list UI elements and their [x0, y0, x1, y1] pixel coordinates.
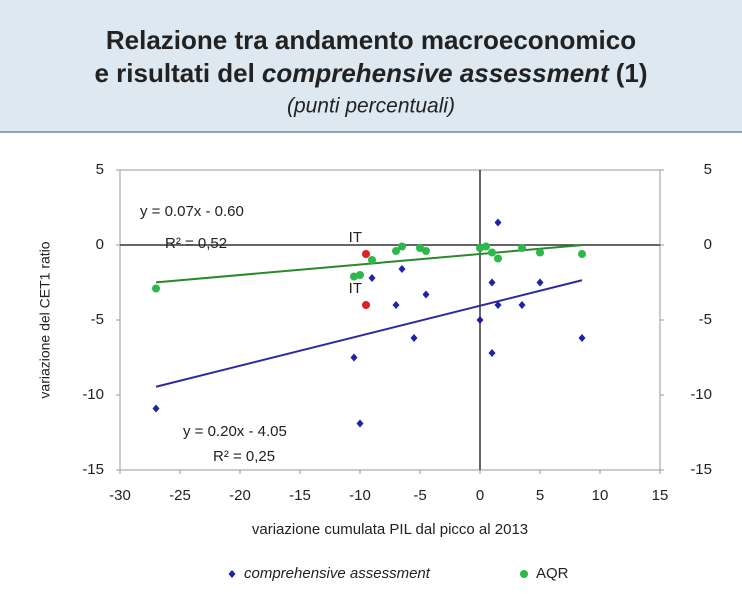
chart-title: e risultati del comprehensive assessment(…	[94, 58, 647, 88]
point	[494, 301, 502, 309]
point	[476, 244, 484, 252]
plot-frame	[119, 169, 661, 471]
x-tick-label: -30	[109, 487, 131, 504]
point	[494, 254, 502, 263]
y2-tick-label: -5	[699, 311, 712, 328]
point	[518, 244, 526, 252]
point	[356, 419, 364, 428]
y2-tick-label: -10	[690, 386, 712, 403]
point	[368, 274, 376, 282]
trend-r2: R² = 0,52	[165, 235, 227, 252]
point	[152, 404, 160, 413]
chart-title: Relazione tra andamento macroeconomico	[106, 25, 636, 55]
point	[578, 334, 586, 342]
x-tick-label: 15	[652, 487, 669, 504]
trendline	[155, 244, 583, 284]
point	[398, 242, 406, 251]
point	[350, 353, 358, 362]
y2-tick-label: -15	[690, 461, 712, 478]
point	[494, 218, 502, 227]
point	[398, 265, 406, 273]
point	[482, 242, 490, 251]
x-tick-label: 0	[476, 487, 484, 504]
highlight-label: IT	[349, 229, 362, 246]
legend-marker	[228, 570, 236, 578]
x-tick-label: -10	[349, 487, 371, 504]
y-tick-label: -5	[91, 311, 104, 328]
point	[368, 256, 376, 264]
trend-equation: y = 0.07x - 0.60	[140, 203, 244, 220]
point	[152, 284, 160, 293]
header-background	[0, 0, 742, 132]
x-tick-label: -20	[229, 487, 251, 504]
x-axis-label: variazione cumulata PIL dal picco al 201…	[252, 521, 528, 538]
point	[350, 272, 358, 281]
trend-equation: y = 0.20x - 4.05	[183, 423, 287, 440]
y-tick-label: -15	[82, 461, 104, 478]
x-tick-label: 10	[592, 487, 609, 504]
x-tick-label: -25	[169, 487, 191, 504]
title-part: e risultati del	[94, 58, 254, 88]
point	[488, 278, 496, 287]
chart-subtitle: (punti percentuali)	[287, 95, 455, 118]
x-tick-label: -15	[289, 487, 311, 504]
title-part: comprehensive assessment	[262, 58, 610, 88]
point	[518, 301, 526, 309]
point	[476, 316, 484, 324]
y2-tick-label: 5	[704, 161, 712, 178]
legend-label: comprehensive assessment	[244, 565, 431, 582]
x-tick-label: 5	[536, 487, 544, 504]
point	[536, 248, 544, 257]
x-tick-label: -5	[413, 487, 426, 504]
highlight-point	[362, 250, 370, 258]
point	[536, 278, 544, 287]
point	[392, 301, 400, 309]
point	[578, 250, 586, 258]
trendline	[155, 279, 583, 388]
point	[488, 349, 496, 357]
highlight-label: IT	[349, 280, 362, 297]
point	[416, 244, 424, 252]
point	[422, 247, 430, 255]
y-tick-label: 5	[96, 161, 104, 178]
point	[356, 271, 364, 279]
legend-label: AQR	[536, 565, 569, 582]
y-tick-label: 0	[96, 236, 104, 253]
y2-tick-label: 0	[704, 236, 712, 253]
point	[488, 248, 496, 257]
trend-r2: R² = 0,25	[213, 448, 275, 465]
legend-marker	[520, 570, 528, 578]
y-axis-label: variazione del CET1 ratio	[37, 241, 53, 398]
point	[410, 334, 418, 342]
point	[422, 290, 430, 299]
highlight-point	[362, 301, 370, 309]
y-tick-label: -10	[82, 386, 104, 403]
point	[392, 247, 400, 255]
title-part: (1)	[616, 58, 648, 88]
